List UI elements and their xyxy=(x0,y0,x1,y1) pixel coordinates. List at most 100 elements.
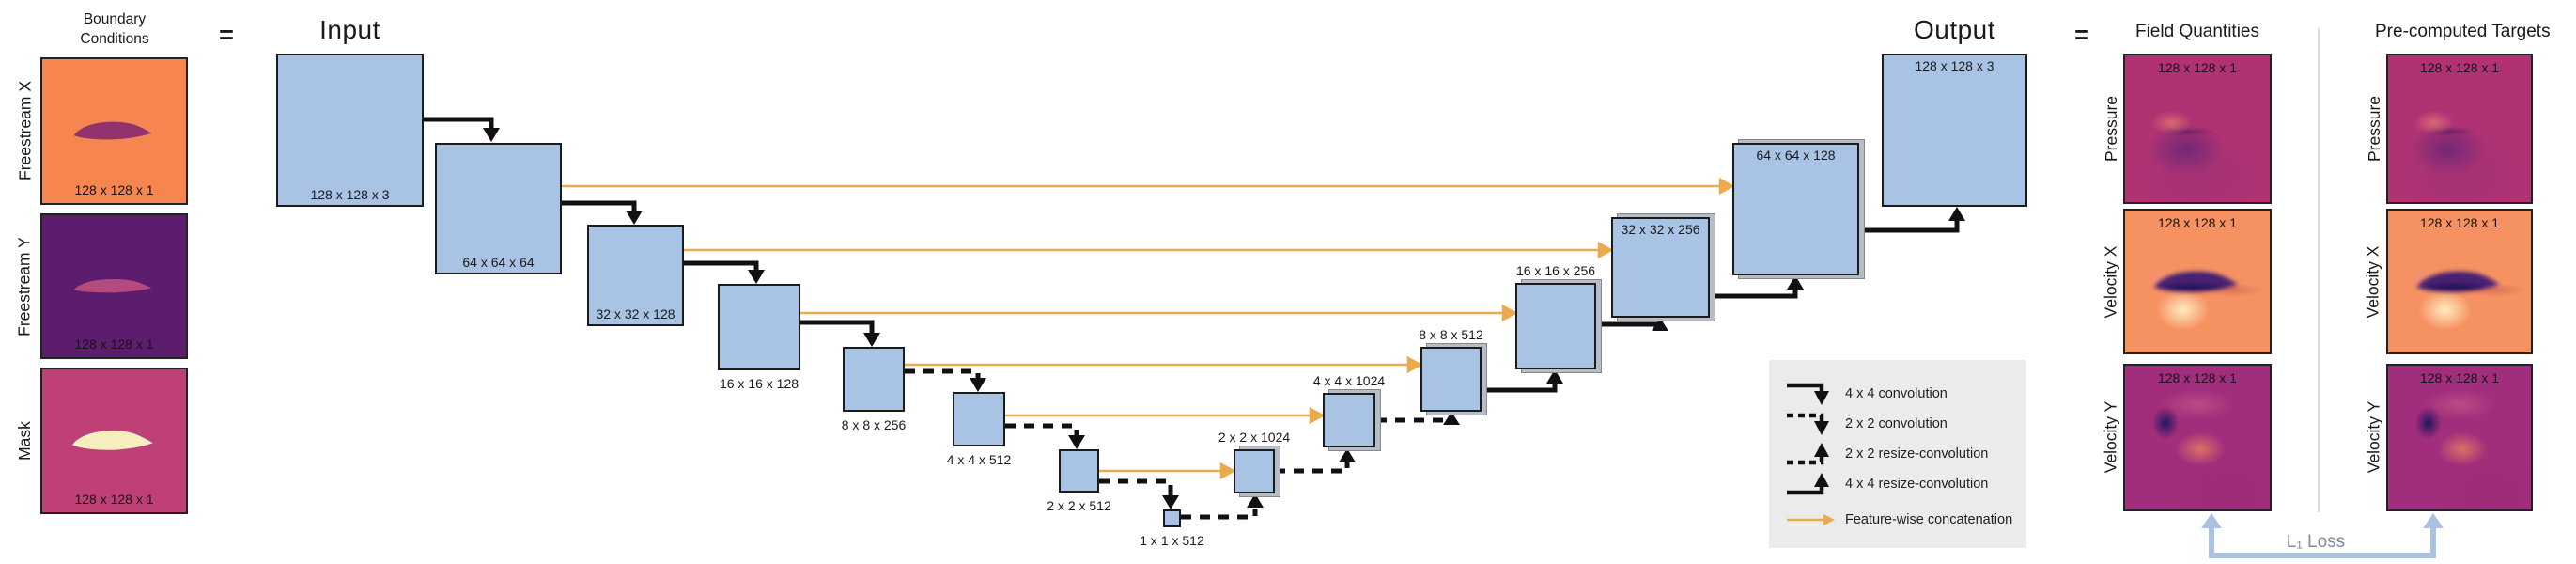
block-dims: 8 x 8 x 512 xyxy=(1419,327,1483,342)
conv-arrow xyxy=(424,117,494,129)
fq-pressure-tile: 128 x 128 x 1 xyxy=(2123,54,2272,204)
block-dims: 1 x 1 x 512 xyxy=(1140,533,1204,548)
tile-dims: 128 x 128 x 1 xyxy=(2157,215,2238,230)
block-dims: 2 x 2 x 1024 xyxy=(1218,430,1291,445)
tile-dims: 128 x 128 x 1 xyxy=(74,492,154,507)
orange-right-arrow-icon xyxy=(1787,514,1835,525)
block-box xyxy=(1732,143,1859,275)
block-dims: 128 x 128 x 3 xyxy=(310,187,390,202)
block-box xyxy=(843,347,905,412)
bc-mask-tile: 128 x 128 x 1 xyxy=(40,368,188,514)
block-box xyxy=(1323,393,1375,447)
block-box xyxy=(435,143,562,274)
airfoil-shape xyxy=(73,121,152,140)
tile-dims: 128 x 128 x 1 xyxy=(2419,60,2500,75)
l1-loss-label: L₁ Loss xyxy=(2286,532,2346,552)
encoder-block-4: 16 x 16 x 128 xyxy=(718,284,800,391)
skip-connection-line xyxy=(562,177,1735,196)
legend-item: 2 x 2 convolution xyxy=(1784,409,2026,439)
airfoil-shape xyxy=(2416,271,2500,292)
conv-arrow xyxy=(684,260,759,271)
block-box xyxy=(1234,449,1275,494)
equals-left: = xyxy=(219,21,234,49)
encoder-block-3: 32 x 32 x 128 xyxy=(587,225,684,326)
resize-conv-arrow xyxy=(1482,384,1558,393)
resize-conv-arrow xyxy=(1859,221,1960,233)
tile-dims: 128 x 128 x 1 xyxy=(74,337,154,352)
bc-mask-label: Mask xyxy=(15,421,34,461)
bc-freestream-x-label: Freestream X xyxy=(15,81,35,180)
boundary-conditions-title: Boundary Conditions xyxy=(21,9,209,49)
resize-conv-arrow-dashed xyxy=(1181,509,1258,520)
decoder-block-5: 32 x 32 x 256 xyxy=(1611,213,1715,321)
airfoil-shape xyxy=(72,431,153,450)
pt-velocity-y-tile: 128 x 128 x 1 xyxy=(2386,364,2533,511)
block-dims: 32 x 32 x 128 xyxy=(596,306,675,321)
fq-velocity-y-tile: 128 x 128 x 1 xyxy=(2123,364,2272,511)
block-box xyxy=(953,392,1005,446)
skip-connection-line xyxy=(1099,462,1236,480)
block-dims: 16 x 16 x 256 xyxy=(1515,263,1596,278)
block-box xyxy=(718,284,800,370)
decoder-block-1: 2 x 2 x 1024 xyxy=(1218,430,1290,497)
decoder-block-6: 64 x 64 x 128 xyxy=(1732,139,1865,279)
legend-item: Feature-wise concatenation xyxy=(1784,505,2026,535)
solid-up-arrow-icon xyxy=(1787,473,1829,495)
legend-item: 4 x 4 convolution xyxy=(1784,379,2026,409)
fq-pressure-label: Pressure xyxy=(2102,95,2120,163)
tile-dims: 128 x 128 x 1 xyxy=(2157,60,2238,75)
skip-connections xyxy=(562,177,1735,480)
conv-arrow-dashed xyxy=(1099,478,1173,496)
tile-dims: 128 x 128 x 1 xyxy=(2157,370,2238,385)
fq-velocity-x-label: Velocity X xyxy=(2101,245,2120,319)
block-box xyxy=(1515,283,1596,369)
field-quantities-title: Field Quantities xyxy=(2134,22,2259,41)
resize-conv-arrow xyxy=(1710,290,1798,299)
encoder-block-8: 1 x 1 x 512 xyxy=(1140,509,1204,548)
tile-dims: 128 x 128 x 1 xyxy=(74,182,154,197)
airfoil-shape xyxy=(73,279,152,293)
block-box xyxy=(1163,509,1181,527)
fq-velocity-x-tile: 128 x 128 x 1 xyxy=(2123,209,2272,354)
decoder-block-4: 16 x 16 x 256 xyxy=(1515,263,1602,373)
pt-velocity-x-tile: 128 x 128 x 1 xyxy=(2386,209,2533,354)
block-dims: 4 x 4 x 512 xyxy=(946,452,1012,467)
encoder-block-5: 8 x 8 x 256 xyxy=(842,347,906,432)
legend-label: Feature-wise concatenation xyxy=(1845,512,2013,527)
block-box xyxy=(1059,449,1099,493)
bc-freestream-y-tile: 128 x 128 x 1 xyxy=(40,213,188,359)
skip-connection-line xyxy=(684,241,1614,259)
block-dims: 64 x 64 x 128 xyxy=(1756,148,1836,163)
tile-dims: 128 x 128 x 1 xyxy=(2419,370,2500,385)
bc-freestream-x-tile: 128 x 128 x 1 xyxy=(40,57,188,205)
decoder-block-2: 4 x 4 x 1024 xyxy=(1313,373,1385,451)
precomputed-targets-title: Pre-computed Targets xyxy=(2375,22,2551,41)
output-title: Output xyxy=(1913,15,1996,44)
dashed-down-arrow-icon xyxy=(1787,413,1829,435)
boundary-conditions-title-line2: Conditions xyxy=(80,31,149,47)
input-title: Input xyxy=(319,15,380,44)
block-dims: 8 x 8 x 256 xyxy=(841,417,907,432)
output-block: 128 x 128 x 3 xyxy=(1882,54,2027,207)
encoder-block-6: 4 x 4 x 512 xyxy=(947,392,1011,467)
pt-pressure-tile: 128 x 128 x 1 xyxy=(2386,54,2533,204)
block-dims: 64 x 64 x 64 xyxy=(462,255,535,270)
airfoil-shape xyxy=(2153,271,2239,292)
encoder-block-7: 2 x 2 x 512 xyxy=(1047,449,1111,513)
block-box xyxy=(1882,54,2027,207)
equals-right: = xyxy=(2074,21,2089,49)
conv-arrow xyxy=(800,320,875,334)
block-dims: 4 x 4 x 1024 xyxy=(1312,373,1386,388)
dashed-up-arrow-icon xyxy=(1787,443,1829,465)
pt-velocity-x-label: Velocity X xyxy=(2363,245,2382,319)
legend-item: 4 x 4 resize-convolution xyxy=(1784,469,2026,499)
encoder-block-2: 64 x 64 x 64 xyxy=(435,143,562,274)
legend-label: 2 x 2 resize-convolution xyxy=(1845,446,1989,462)
block-dims: 16 x 16 x 128 xyxy=(719,376,799,391)
skip-connection-line xyxy=(800,304,1518,322)
boundary-conditions-title-line1: Boundary xyxy=(83,11,147,27)
tile-dims: 128 x 128 x 1 xyxy=(2419,215,2500,230)
pt-velocity-y-label: Velocity Y xyxy=(2364,400,2383,474)
